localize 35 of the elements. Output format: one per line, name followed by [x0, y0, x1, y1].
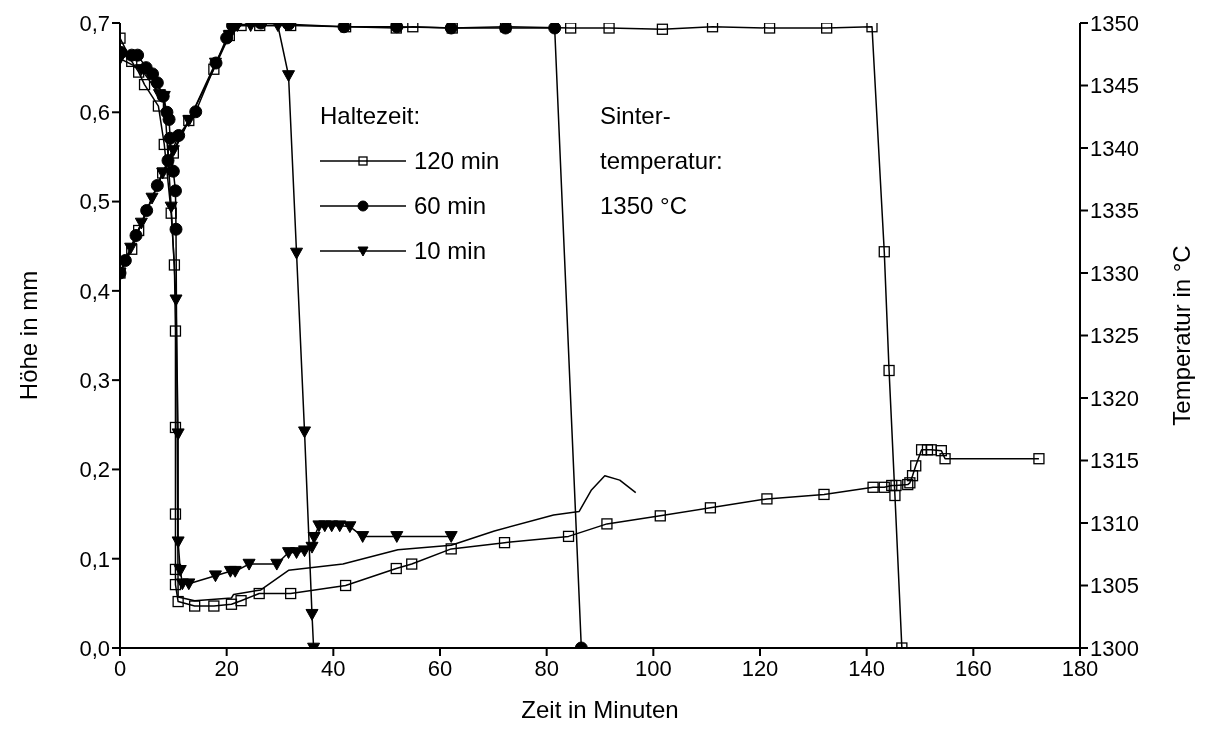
- y2-tick-label: 1335: [1090, 198, 1139, 224]
- x-tick-label: 140: [848, 655, 886, 681]
- y-tick-label: 0,2: [79, 457, 110, 483]
- y2-tick-label: 1320: [1090, 385, 1139, 411]
- annotation: Sinter- temperatur: 1350 °C: [600, 101, 723, 221]
- y-tick-label: 0,1: [79, 546, 110, 572]
- x-tick-label: 60: [427, 655, 453, 681]
- y-tick-label: 0,6: [79, 100, 110, 126]
- x-tick-label: 80: [534, 655, 559, 681]
- legend-label: 120 min: [414, 146, 500, 176]
- y2-tick-label: 1340: [1090, 135, 1139, 161]
- x-tick-label: 160: [954, 655, 992, 681]
- y2-tick-label: 1350: [1090, 10, 1139, 36]
- y-axis-title: Höhe in mm: [14, 270, 42, 401]
- y-tick-label: 0,3: [79, 367, 110, 393]
- y2-tick-label: 1345: [1090, 73, 1139, 99]
- legend-label: 10 min: [414, 236, 487, 266]
- legend-label: 60 min: [414, 191, 487, 221]
- y2-tick-label: 1310: [1090, 510, 1139, 536]
- y2-tick-label: 1330: [1090, 260, 1139, 286]
- y-tick-label: 0,7: [79, 10, 110, 36]
- legend-title: Haltezeit:: [320, 101, 422, 131]
- y-tick-label: 0,5: [79, 189, 110, 215]
- y2-tick-label: 1315: [1090, 448, 1139, 474]
- x-tick-label: 0: [113, 655, 127, 681]
- x-tick-label: 40: [321, 655, 346, 681]
- y-tick-label: 0,4: [79, 278, 110, 304]
- x-axis-title: Zeit in Minuten: [521, 696, 679, 723]
- x-tick-label: 100: [634, 655, 672, 681]
- x-tick-label: 20: [214, 655, 239, 681]
- x-tick-label: 120: [741, 655, 779, 681]
- y2-tick-label: 1305: [1090, 573, 1139, 599]
- y-tick-label: 0,0: [79, 635, 110, 661]
- y2-axis-title: Temperatur in °C: [1167, 245, 1195, 426]
- y2-tick-label: 1325: [1090, 323, 1139, 349]
